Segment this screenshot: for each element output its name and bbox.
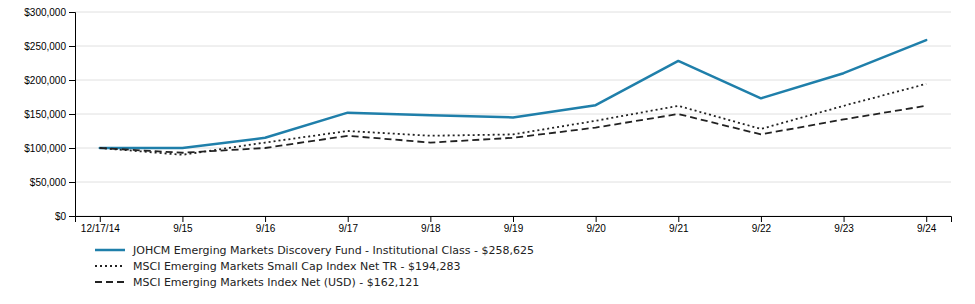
- x-tick-label: 9/20: [586, 223, 606, 234]
- y-tick: $150,000: [24, 109, 75, 120]
- legend-label: JOHCM Emerging Markets Discovery Fund - …: [132, 244, 534, 257]
- y-tick-mark: [69, 148, 75, 149]
- legend-item: MSCI Emerging Markets Index Net (USD) - …: [95, 276, 419, 289]
- x-tick-label: 9/24: [917, 223, 937, 234]
- x-tick-mark: [430, 216, 431, 222]
- x-tick-label: 9/17: [338, 223, 358, 234]
- legend-item: MSCI Emerging Markets Small Cap Index Ne…: [95, 260, 461, 273]
- x-axis-line: [76, 217, 952, 223]
- x-tick-label: 9/19: [504, 223, 524, 234]
- x-axis: 12/17/14 9/15 9/16 9/17 9/18 9/19 9/20 9/21 9/22…: [76, 216, 952, 234]
- y-tick: $250,000: [24, 41, 75, 52]
- legend-swatch: [95, 265, 125, 267]
- y-tick-label: $150,000: [24, 109, 66, 120]
- plot: $0 $50,000 $100,000 $150,000 $200,000 $250,00…: [24, 7, 951, 234]
- lines: [100, 40, 926, 155]
- legend-label: MSCI Emerging Markets Small Cap Index Ne…: [133, 260, 461, 273]
- x-tick-mark: [844, 216, 845, 222]
- x-tick: 9/23: [834, 216, 854, 234]
- y-axis: $0 $50,000 $100,000 $150,000 $200,000 $250,00…: [24, 7, 75, 222]
- y-tick-label: $250,000: [24, 41, 66, 52]
- legend: JOHCM Emerging Markets Discovery Fund - …: [95, 244, 534, 289]
- x-tick-mark: [100, 216, 101, 222]
- y-tick-label: $300,000: [24, 7, 66, 18]
- x-tick-mark: [182, 216, 183, 222]
- y-tick: $50,000: [30, 177, 75, 188]
- y-tick-label: $200,000: [24, 75, 66, 86]
- x-tick-mark: [513, 216, 514, 222]
- x-tick-mark: [596, 216, 597, 222]
- x-tick: 12/17/14: [81, 216, 120, 234]
- x-tick-label: 12/17/14: [81, 223, 120, 234]
- grid-line: [75, 114, 951, 115]
- x-tick-label: 9/22: [752, 223, 772, 234]
- x-tick-mark: [926, 216, 927, 222]
- x-tick-label: 9/23: [834, 223, 854, 234]
- y-tick-label: $0: [55, 211, 67, 222]
- x-tick: 9/15: [173, 216, 193, 234]
- x-tick-label: 9/16: [256, 223, 276, 234]
- legend-swatch: [95, 249, 125, 252]
- x-tick-mark: [678, 216, 679, 222]
- y-tick: $0: [55, 211, 75, 222]
- grid-line: [75, 148, 951, 149]
- x-tick-label: 9/15: [173, 223, 193, 234]
- x-tick-mark: [265, 216, 266, 222]
- y-tick-mark: [69, 80, 75, 81]
- y-axis-line: [69, 13, 76, 217]
- x-tick-label: 9/21: [669, 223, 689, 234]
- x-tick: 9/18: [421, 216, 441, 234]
- series-line: [100, 40, 926, 148]
- x-tick-label: 9/18: [421, 223, 441, 234]
- series-line: [100, 84, 926, 155]
- x-tick: 9/17: [338, 216, 358, 234]
- x-tick-mark: [761, 216, 762, 222]
- grid-line: [75, 12, 951, 13]
- y-tick-label: $50,000: [30, 177, 67, 188]
- y-tick-mark: [69, 46, 75, 47]
- x-tick: 9/20: [586, 216, 606, 234]
- series-line: [100, 106, 926, 153]
- y-tick-label: $100,000: [24, 143, 66, 154]
- x-tick: 9/22: [752, 216, 772, 234]
- legend-item: JOHCM Emerging Markets Discovery Fund - …: [95, 244, 534, 257]
- x-tick: 9/19: [504, 216, 524, 234]
- chart: $0 $50,000 $100,000 $150,000 $200,000 $250,00…: [0, 0, 975, 304]
- y-tick-mark: [69, 216, 75, 217]
- grid-line: [75, 46, 951, 47]
- y-tick-mark: [69, 182, 75, 183]
- y-tick: $300,000: [24, 7, 75, 18]
- grid: [75, 12, 951, 216]
- y-tick: $200,000: [24, 75, 75, 86]
- y-tick-mark: [69, 12, 75, 13]
- y-tick: $100,000: [24, 143, 75, 154]
- y-tick-mark: [69, 114, 75, 115]
- grid-line: [75, 182, 951, 183]
- legend-label: MSCI Emerging Markets Index Net (USD) - …: [133, 276, 419, 289]
- x-tick: 9/21: [669, 216, 689, 234]
- x-tick: 9/16: [256, 216, 276, 234]
- x-tick: 9/24: [917, 216, 937, 234]
- legend-swatch: [95, 281, 125, 283]
- x-tick-mark: [348, 216, 349, 222]
